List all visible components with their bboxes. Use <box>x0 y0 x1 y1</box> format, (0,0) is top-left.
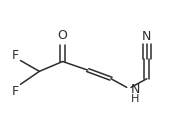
Text: O: O <box>58 29 68 42</box>
Text: F: F <box>12 85 19 98</box>
Text: H: H <box>131 94 139 104</box>
Text: F: F <box>12 49 19 62</box>
Text: N: N <box>142 30 151 43</box>
Text: N: N <box>131 83 140 96</box>
